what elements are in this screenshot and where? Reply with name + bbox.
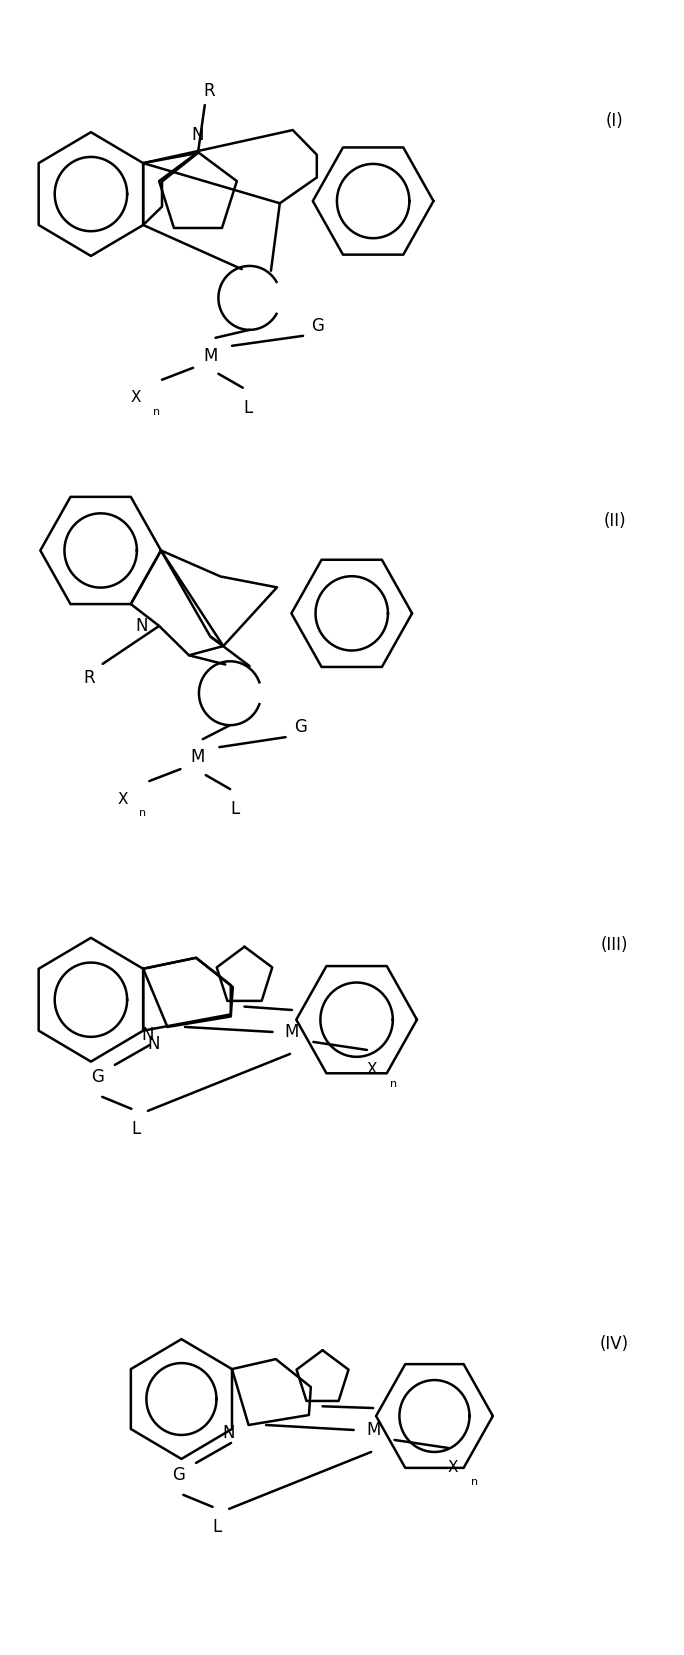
Text: M: M <box>285 1023 299 1041</box>
Text: R: R <box>83 669 95 687</box>
Text: M: M <box>203 348 218 364</box>
Text: L: L <box>213 1518 222 1536</box>
Text: N: N <box>223 1423 235 1442</box>
Text: (II): (II) <box>603 511 626 530</box>
Text: L: L <box>131 1120 141 1137</box>
Text: X: X <box>367 1063 377 1077</box>
Text: M: M <box>191 748 205 766</box>
Text: n: n <box>139 808 146 818</box>
Text: G: G <box>172 1466 185 1485</box>
Text: n: n <box>471 1476 478 1486</box>
Text: X: X <box>131 391 141 405</box>
Text: (I): (I) <box>605 113 623 131</box>
Text: R: R <box>204 83 215 99</box>
Text: N: N <box>192 126 205 144</box>
Text: n: n <box>390 1079 397 1089</box>
Text: M: M <box>366 1422 380 1438</box>
Text: N: N <box>135 617 148 636</box>
Text: L: L <box>243 399 252 417</box>
Text: (IV): (IV) <box>600 1336 629 1354</box>
Text: N: N <box>142 1026 154 1044</box>
Text: N: N <box>148 1034 160 1053</box>
Text: G: G <box>311 316 324 334</box>
Text: (III): (III) <box>601 935 628 953</box>
Text: X: X <box>118 791 129 806</box>
Text: G: G <box>91 1067 104 1086</box>
Text: L: L <box>231 799 239 818</box>
Text: G: G <box>293 718 306 736</box>
Text: n: n <box>153 407 159 417</box>
Text: X: X <box>448 1460 458 1475</box>
